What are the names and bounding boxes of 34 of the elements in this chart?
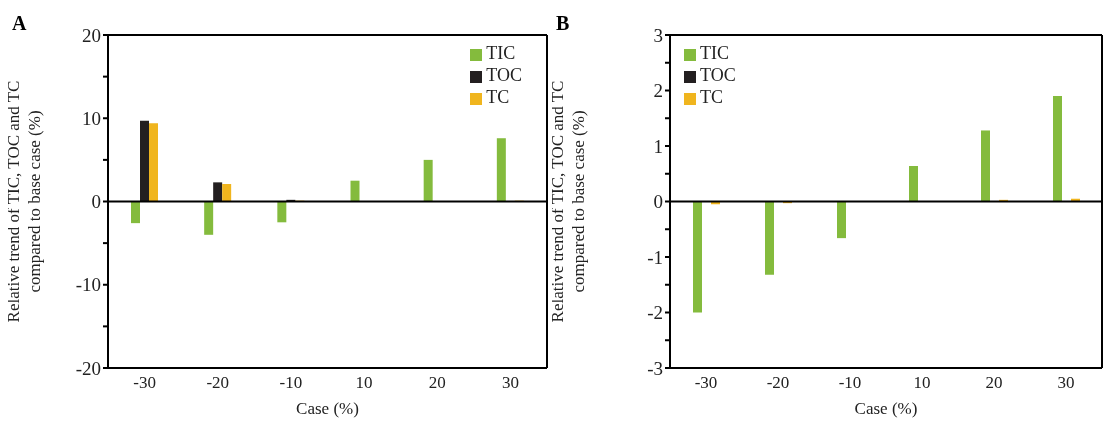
chart-title: A xyxy=(12,12,27,35)
x-tick-label: -30 xyxy=(133,373,156,393)
x-axis-title: Case (%) xyxy=(296,399,359,418)
y-tick-label: -20 xyxy=(75,357,101,379)
x-tick-label: 30 xyxy=(1057,373,1075,393)
y-tick-label: -3 xyxy=(647,357,663,379)
x-tick-label: -20 xyxy=(766,373,790,393)
y-tick-label: 0 xyxy=(91,191,101,213)
x-tick-label: -10 xyxy=(279,373,303,393)
y-tick-label: -1 xyxy=(647,246,663,268)
x-tick-label: -10 xyxy=(838,373,862,393)
x-tick-label: 20 xyxy=(985,373,1003,393)
chart-title: B xyxy=(556,12,570,35)
legend-label: TC xyxy=(700,87,724,107)
y-tick-label: 1 xyxy=(653,135,663,157)
x-tick-label: 10 xyxy=(355,373,373,393)
x-tick-label: 20 xyxy=(428,373,446,393)
x-tick-label: -20 xyxy=(206,373,230,393)
legend-label: TIC xyxy=(700,43,729,63)
y-tick-label: -2 xyxy=(647,302,663,324)
y-tick-label: 3 xyxy=(653,24,663,46)
legend-label: TOC xyxy=(700,65,736,85)
y-tick-label: 0 xyxy=(653,191,663,213)
y-tick-label: 20 xyxy=(82,24,101,46)
x-tick-label: 10 xyxy=(913,373,931,393)
x-tick-label: -30 xyxy=(694,373,718,393)
x-tick-label: 30 xyxy=(501,373,519,393)
legend-label: TC xyxy=(486,87,510,107)
y-tick-label: -10 xyxy=(75,274,101,296)
y-tick-label: 10 xyxy=(82,108,101,129)
y-tick-label: 2 xyxy=(653,80,663,102)
x-axis-title: Case (%) xyxy=(854,399,918,418)
legend-label: TOC xyxy=(486,65,522,85)
legend-label: TIC xyxy=(486,43,516,63)
